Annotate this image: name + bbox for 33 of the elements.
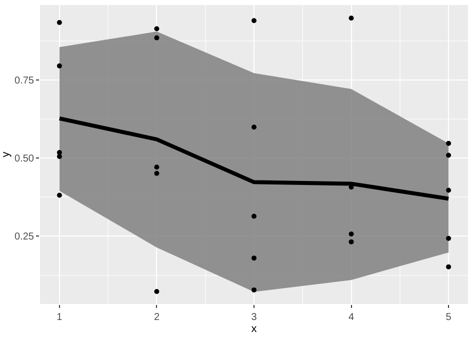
y-tick-label: 0.50 bbox=[14, 154, 34, 165]
point bbox=[154, 35, 160, 40]
point bbox=[56, 154, 62, 160]
point bbox=[446, 152, 452, 158]
point bbox=[348, 239, 354, 244]
point bbox=[154, 170, 160, 176]
point bbox=[446, 264, 452, 270]
point bbox=[252, 18, 256, 24]
point bbox=[252, 214, 256, 219]
point bbox=[56, 20, 62, 25]
x-tick-label: 1 bbox=[56, 312, 63, 323]
point bbox=[56, 63, 62, 68]
line-series bbox=[57, 116, 451, 201]
point bbox=[154, 26, 160, 32]
point bbox=[56, 192, 62, 198]
x-tick-label: 3 bbox=[251, 312, 258, 323]
point bbox=[348, 16, 354, 21]
point bbox=[446, 236, 452, 241]
x-tick-label: 5 bbox=[446, 312, 452, 323]
point bbox=[252, 287, 256, 292]
point bbox=[154, 164, 160, 170]
y-tick-label: 0.75 bbox=[14, 75, 34, 86]
x-axis-title: x bbox=[251, 323, 258, 336]
y-tick-label: 0.25 bbox=[14, 232, 34, 243]
point bbox=[252, 256, 256, 261]
point bbox=[446, 188, 452, 193]
point bbox=[348, 232, 354, 237]
point bbox=[446, 140, 452, 146]
x-tick-label: 2 bbox=[154, 312, 160, 323]
point bbox=[252, 124, 256, 130]
y-axis-title: y bbox=[0, 151, 12, 158]
point bbox=[154, 289, 160, 294]
x-tick-label: 4 bbox=[348, 312, 354, 323]
